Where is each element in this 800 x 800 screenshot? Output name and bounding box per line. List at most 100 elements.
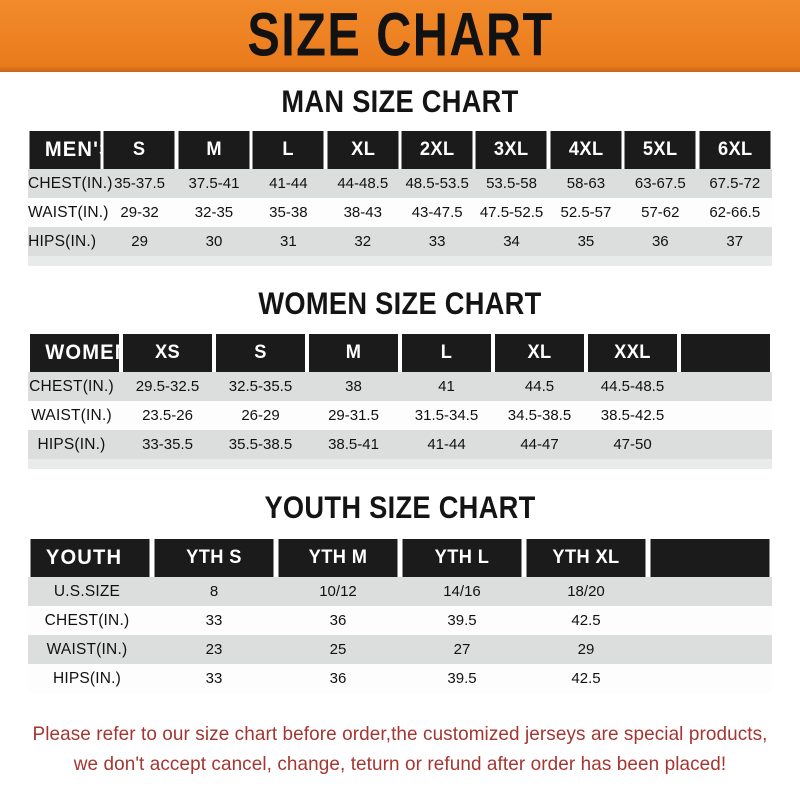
row-label-man-chest: CHEST(IN.) <box>28 169 112 198</box>
cell-youth-chest-2: 39.5 <box>400 606 524 635</box>
size-col-women-5: XXL <box>587 334 678 372</box>
cell-man-hips-3: 32 <box>325 227 400 256</box>
header-label-women: WOMEN'S <box>29 334 150 372</box>
cell-youth-hips-3: 42.5 <box>524 664 648 693</box>
row-label-youth-waist: WAIST(IN.) <box>28 635 152 664</box>
cell-women-chest-spacer <box>679 372 772 401</box>
size-col-women-spacer <box>680 334 771 372</box>
page-title: SIZE CHART <box>246 0 554 70</box>
table-man: MEN'S S M L XL 2XL 3XL 4XL 5XL 6XL CHEST… <box>28 131 772 256</box>
size-table-youth: YOUTH YTH S YTH M YTH L YTH XL U.S.SIZE … <box>28 539 772 703</box>
cell-youth-chest-1: 36 <box>276 606 400 635</box>
cell-man-waist-8: 62-66.5 <box>697 198 772 227</box>
table-row: HIPS(IN.) 29 30 31 32 33 34 35 36 37 <box>28 227 772 256</box>
section-title-youth: YOUTH SIZE CHART <box>264 490 536 526</box>
cell-man-chest-1: 37.5-41 <box>176 169 252 198</box>
size-col-youth-3: YTH XL <box>526 539 646 577</box>
section-title-women: WOMEN SIZE CHART <box>258 286 542 322</box>
cell-women-waist-spacer <box>679 401 772 430</box>
cell-man-hips-7: 36 <box>623 227 698 256</box>
cell-man-chest-6: 58-63 <box>548 169 624 198</box>
header-label-youth: YOUTH <box>30 539 150 577</box>
cell-women-waist-5: 38.5-42.5 <box>586 401 679 430</box>
cell-youth-ussize-0: 8 <box>152 577 276 606</box>
disclaimer-line-1: Please refer to our size chart before or… <box>32 723 768 745</box>
cell-man-chest-2: 41-44 <box>251 169 326 198</box>
cell-man-chest-3: 44-48.5 <box>325 169 400 198</box>
table-bottom-strip-women <box>28 459 772 469</box>
cell-women-chest-5: 44.5-48.5 <box>586 372 679 401</box>
cell-man-hips-0: 29 <box>102 227 177 256</box>
cell-women-waist-2: 29-31.5 <box>307 401 400 430</box>
cell-youth-waist-0: 23 <box>152 635 276 664</box>
size-col-women-3: L <box>401 334 492 372</box>
cell-man-waist-3: 38-43 <box>325 198 400 227</box>
table-body-women: WOMEN'S XS S M L XL XXL CHEST(IN.) 29.5-… <box>28 334 772 459</box>
table-row: HIPS(IN.) 33-35.5 35.5-38.5 38.5-41 41-4… <box>28 430 772 459</box>
cell-man-waist-0: 29-32 <box>102 198 177 227</box>
cell-youth-chest-3: 42.5 <box>524 606 648 635</box>
table-row: CHEST(IN.) 35-37.5 37.5-41 41-44 44-48.5… <box>28 169 772 198</box>
cell-women-chest-0: 29.5-32.5 <box>121 372 214 401</box>
table-row: CHEST(IN.) 29.5-32.5 32.5-35.5 38 41 44.… <box>28 372 772 401</box>
table-row: HIPS(IN.) 33 36 39.5 42.5 <box>28 664 772 693</box>
table-row: U.S.SIZE 8 10/12 14/16 18/20 <box>28 577 772 606</box>
cell-youth-ussize-spacer <box>648 577 772 606</box>
cell-man-hips-6: 35 <box>548 227 624 256</box>
size-table-man: MEN'S S M L XL 2XL 3XL 4XL 5XL 6XL CHEST… <box>28 131 772 266</box>
cell-women-hips-spacer <box>679 430 772 459</box>
size-col-man-4: 2XL <box>401 131 473 169</box>
cell-man-chest-4: 48.5-53.5 <box>399 169 475 198</box>
row-label-youth-chest: CHEST(IN.) <box>28 606 152 635</box>
table-row: CHEST(IN.) 33 36 39.5 42.5 <box>28 606 772 635</box>
cell-women-hips-4: 44-47 <box>493 430 586 459</box>
cell-women-waist-3: 31.5-34.5 <box>400 401 493 430</box>
cell-youth-hips-1: 36 <box>276 664 400 693</box>
cell-man-waist-7: 57-62 <box>623 198 698 227</box>
size-col-man-3: XL <box>327 131 399 169</box>
disclaimer-line-2: we don't accept cancel, change, teturn o… <box>73 753 727 775</box>
size-col-youth-2: YTH L <box>402 539 522 577</box>
size-col-women-2: M <box>308 334 399 372</box>
cell-women-waist-4: 34.5-38.5 <box>493 401 586 430</box>
cell-youth-ussize-3: 18/20 <box>524 577 648 606</box>
size-col-man-7: 5XL <box>624 131 697 169</box>
cell-youth-hips-spacer <box>648 664 772 693</box>
cell-man-hips-4: 33 <box>399 227 475 256</box>
size-col-man-1: M <box>178 131 250 169</box>
page-banner: SIZE CHART <box>0 0 800 72</box>
table-body-youth: YOUTH YTH S YTH M YTH L YTH XL U.S.SIZE … <box>28 539 772 693</box>
cell-man-waist-5: 47.5-52.5 <box>474 198 549 227</box>
table-bottom-strip-youth <box>28 693 772 703</box>
cell-man-hips-5: 34 <box>474 227 549 256</box>
cell-women-chest-2: 38 <box>307 372 400 401</box>
cell-youth-waist-1: 25 <box>276 635 400 664</box>
cell-man-chest-0: 35-37.5 <box>102 169 177 198</box>
size-col-youth-spacer <box>650 539 770 577</box>
cell-women-hips-0: 33-35.5 <box>121 430 214 459</box>
cell-man-hips-8: 37 <box>697 227 772 256</box>
cell-man-chest-7: 63-67.5 <box>623 169 698 198</box>
cell-youth-ussize-2: 14/16 <box>400 577 524 606</box>
row-label-women-waist: WAIST(IN.) <box>28 401 121 430</box>
size-col-youth-0: YTH S <box>154 539 274 577</box>
header-label-men: MEN'S <box>29 131 112 169</box>
cell-man-hips-2: 31 <box>251 227 326 256</box>
cell-youth-hips-2: 39.5 <box>400 664 524 693</box>
row-label-youth-ussize: U.S.SIZE <box>28 577 152 606</box>
size-col-man-5: 3XL <box>475 131 548 169</box>
cell-youth-waist-2: 27 <box>400 635 524 664</box>
cell-women-waist-0: 23.5-26 <box>121 401 214 430</box>
row-label-women-chest: CHEST(IN.) <box>28 372 121 401</box>
size-col-women-1: S <box>215 334 306 372</box>
size-col-youth-1: YTH M <box>278 539 398 577</box>
table-header-row-women: WOMEN'S XS S M L XL XXL <box>28 334 772 372</box>
size-table-women: WOMEN'S XS S M L XL XXL CHEST(IN.) 29.5-… <box>28 334 772 469</box>
table-row: WAIST(IN.) 23 25 27 29 <box>28 635 772 664</box>
cell-women-hips-5: 47-50 <box>586 430 679 459</box>
table-body-man: MEN'S S M L XL 2XL 3XL 4XL 5XL 6XL CHEST… <box>28 131 772 256</box>
size-col-man-0: S <box>103 131 176 169</box>
row-label-women-hips: HIPS(IN.) <box>28 430 121 459</box>
cell-youth-chest-0: 33 <box>152 606 276 635</box>
size-col-women-4: XL <box>494 334 585 372</box>
